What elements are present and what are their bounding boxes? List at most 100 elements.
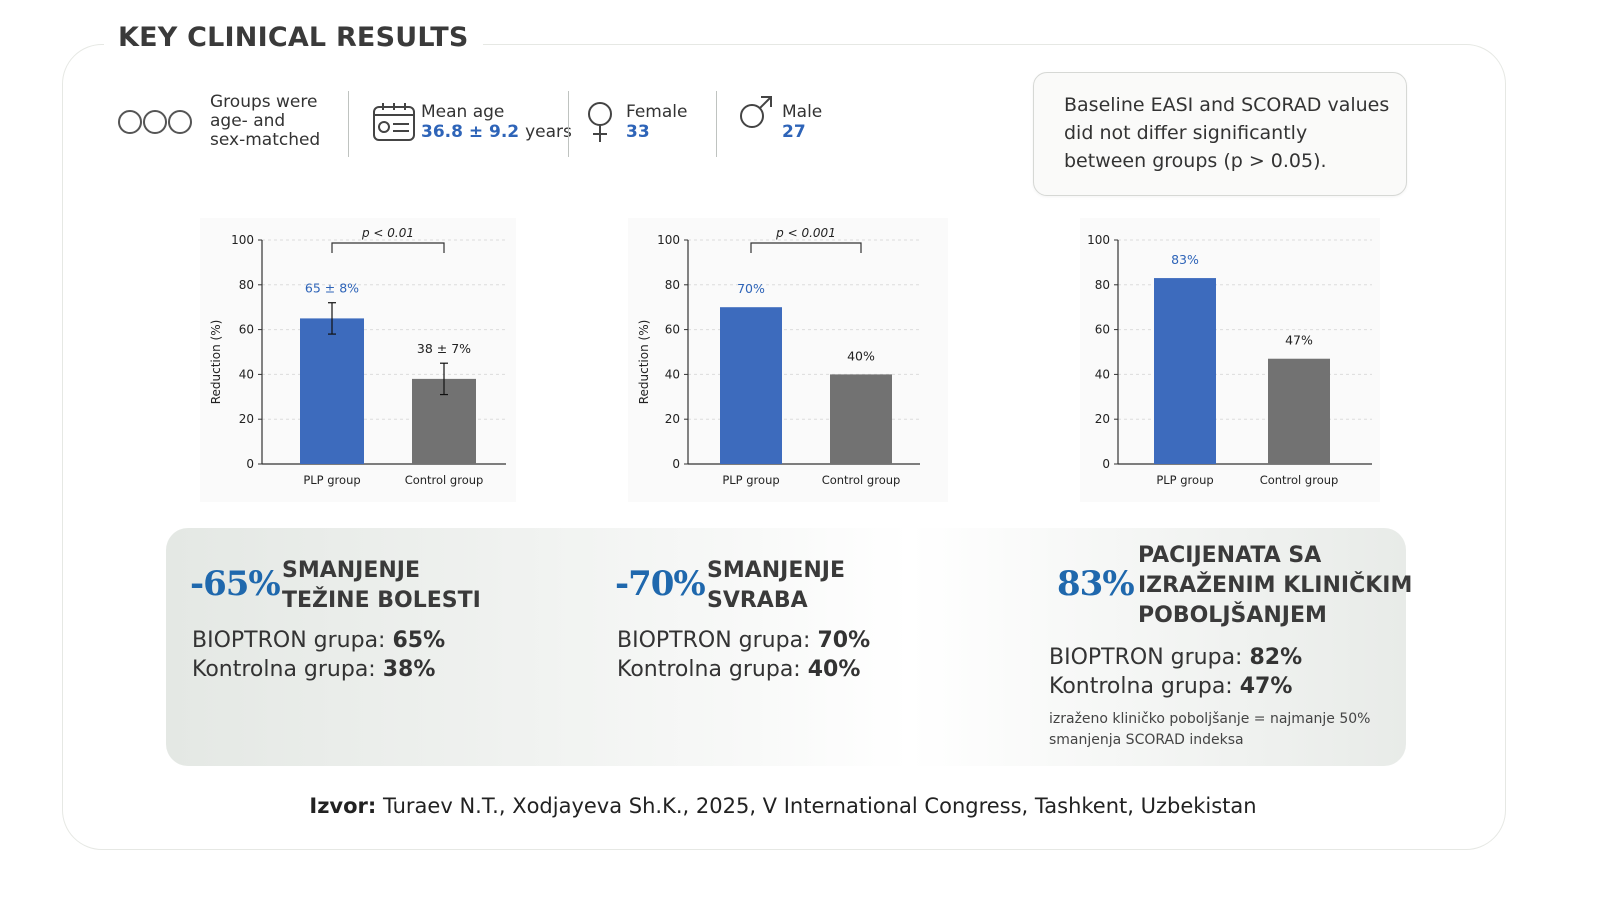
summary-2-heading-line: SVRABA xyxy=(707,588,808,613)
y-tick-label: 20 xyxy=(239,412,254,426)
groups-line-1: Groups were xyxy=(210,92,318,112)
x-tick-label: PLP group xyxy=(1156,473,1213,487)
source-text: Turaev N.T., Xodjayeva Sh.K., 2025, V In… xyxy=(376,794,1257,818)
chart-itch-svg: 0 20 40 60 80 100 Reduction (%) PLP group 70% Con… xyxy=(637,226,920,487)
data-label: 83% xyxy=(1171,252,1199,267)
calendar-icon xyxy=(372,102,416,146)
y-tick-label: 40 xyxy=(239,367,254,381)
mean-age-number: 36.8 ± 9.2 xyxy=(421,122,520,142)
female-value: 33 xyxy=(626,122,650,142)
bar-plp xyxy=(300,318,364,464)
chart-improvement-svg: 0 20 40 60 80 100 PLP group 83% Control group 47% xyxy=(1087,233,1372,487)
y-tick-label: 40 xyxy=(1095,367,1110,381)
male-icon xyxy=(738,95,774,135)
summary-1-big: -65% xyxy=(190,564,281,604)
mean-age-label: Mean age xyxy=(421,102,505,122)
control-label: Kontrolna grupa: xyxy=(617,657,801,682)
y-tick-label: 60 xyxy=(239,323,254,337)
x-tick-label: PLP group xyxy=(722,473,779,487)
summary-2-bioptron: BIOPTRON grupa: 70% xyxy=(617,628,870,653)
summary-3-heading-line: POBOLJŠANJEM xyxy=(1138,603,1327,628)
divider xyxy=(348,91,349,157)
summary-panel xyxy=(166,528,1406,766)
baseline-note: Baseline EASI and SCORAD values did not … xyxy=(1033,72,1407,196)
significance-label: p < 0.01 xyxy=(361,226,414,240)
summary-3-heading-line: PACIJENATA SA xyxy=(1138,543,1322,568)
y-tick-label: 0 xyxy=(1102,457,1110,471)
control-label: Kontrolna grupa: xyxy=(192,657,376,682)
y-tick-label: 0 xyxy=(672,457,680,471)
mean-age-value: 36.8 ± 9.2 years xyxy=(421,122,572,142)
significance-label: p < 0.001 xyxy=(775,226,836,240)
data-label: 65 ± 8% xyxy=(305,281,359,296)
summary-1-heading-line: SMANJENJE xyxy=(282,558,421,583)
control-label: Kontrolna grupa: xyxy=(1049,674,1233,699)
summary-3-bioptron: BIOPTRON grupa: 82% xyxy=(1049,645,1302,670)
footnote-line: izraženo kliničko poboljšanje = najmanje… xyxy=(1049,711,1371,727)
groups-matched-text: Groups were age- and sex-matched xyxy=(210,93,320,150)
female-icon xyxy=(586,100,616,148)
bioptron-value: 65% xyxy=(392,628,446,653)
divider xyxy=(716,91,717,157)
summary-2-control: Kontrolna grupa: 40% xyxy=(617,657,860,682)
summary-2-heading-line: SMANJENJE xyxy=(707,558,846,583)
summary-1-heading: SMANJENJE TEŽINE BOLESTI xyxy=(282,556,481,616)
summary-3-footnote: izraženo kliničko poboljšanje = najmanje… xyxy=(1049,709,1370,751)
y-tick-label: 60 xyxy=(665,323,680,337)
data-label: 38 ± 7% xyxy=(417,341,471,356)
control-value: 47% xyxy=(1239,674,1293,699)
title-wrap: KEY CLINICAL RESULTS xyxy=(104,22,483,53)
bioptron-label: BIOPTRON grupa: xyxy=(192,628,386,653)
y-tick-label: 100 xyxy=(1087,233,1110,247)
bioptron-label: BIOPTRON grupa: xyxy=(1049,645,1243,670)
groups-line-3: sex-matched xyxy=(210,130,321,150)
summary-1-bioptron: BIOPTRON grupa: 65% xyxy=(192,628,445,653)
bioptron-value: 70% xyxy=(817,628,871,653)
y-tick-label: 20 xyxy=(1095,412,1110,426)
summary-2-heading: SMANJENJE SVRABA xyxy=(707,556,845,616)
bar-control xyxy=(830,374,892,464)
x-tick-label: PLP group xyxy=(303,473,360,487)
y-tick-label: 100 xyxy=(657,233,680,247)
y-tick-label: 20 xyxy=(665,412,680,426)
x-tick-label: Control group xyxy=(405,473,484,487)
data-label: 47% xyxy=(1285,333,1313,348)
control-value: 40% xyxy=(807,657,861,682)
summary-3-control: Kontrolna grupa: 47% xyxy=(1049,674,1292,699)
summary-1-heading-line: TEŽINE BOLESTI xyxy=(282,588,481,613)
summary-2-big: -70% xyxy=(615,564,706,604)
data-label: 70% xyxy=(737,281,765,296)
data-label: 40% xyxy=(847,348,875,363)
chart-severity-svg: 0 20 40 60 80 100 Reduction (%) PLP group 65 ± 8… xyxy=(209,226,506,487)
bioptron-value: 82% xyxy=(1249,645,1303,670)
y-axis-label: Reduction (%) xyxy=(637,320,651,405)
control-value: 38% xyxy=(382,657,436,682)
y-tick-label: 80 xyxy=(665,278,680,292)
bar-control xyxy=(1268,358,1330,464)
bar-plp xyxy=(720,307,782,464)
y-tick-label: 100 xyxy=(231,233,254,247)
y-tick-label: 60 xyxy=(1095,323,1110,337)
summary-3-big: 83% xyxy=(1057,564,1135,604)
source-label: Izvor: xyxy=(309,794,377,818)
divider xyxy=(568,91,569,157)
source-citation: Izvor: Turaev N.T., Xodjayeva Sh.K., 202… xyxy=(0,794,1566,818)
summary-1-control: Kontrolna grupa: 38% xyxy=(192,657,435,682)
chart-severity: 0 20 40 60 80 100 Reduction (%) PLP group 65 ± 8… xyxy=(200,218,516,502)
bar-plp xyxy=(1154,278,1216,464)
y-axis-label: Reduction (%) xyxy=(209,320,223,405)
group-circles-icon xyxy=(118,110,193,138)
baseline-note-text: Baseline EASI and SCORAD values did not … xyxy=(1064,94,1390,172)
footnote-line: smanjenja SCORAD indeksa xyxy=(1049,732,1244,748)
page-title: KEY CLINICAL RESULTS xyxy=(118,22,469,53)
male-value: 27 xyxy=(782,122,806,142)
female-label: Female xyxy=(626,102,688,122)
y-tick-label: 0 xyxy=(246,457,254,471)
significance-bracket xyxy=(750,242,862,253)
y-tick-label: 80 xyxy=(1095,278,1110,292)
chart-itch: 0 20 40 60 80 100 Reduction (%) PLP group 70% Con… xyxy=(628,218,948,502)
groups-line-2: age- and xyxy=(210,111,286,131)
y-tick-label: 40 xyxy=(665,367,680,381)
x-tick-label: Control group xyxy=(822,473,901,487)
bioptron-label: BIOPTRON grupa: xyxy=(617,628,811,653)
